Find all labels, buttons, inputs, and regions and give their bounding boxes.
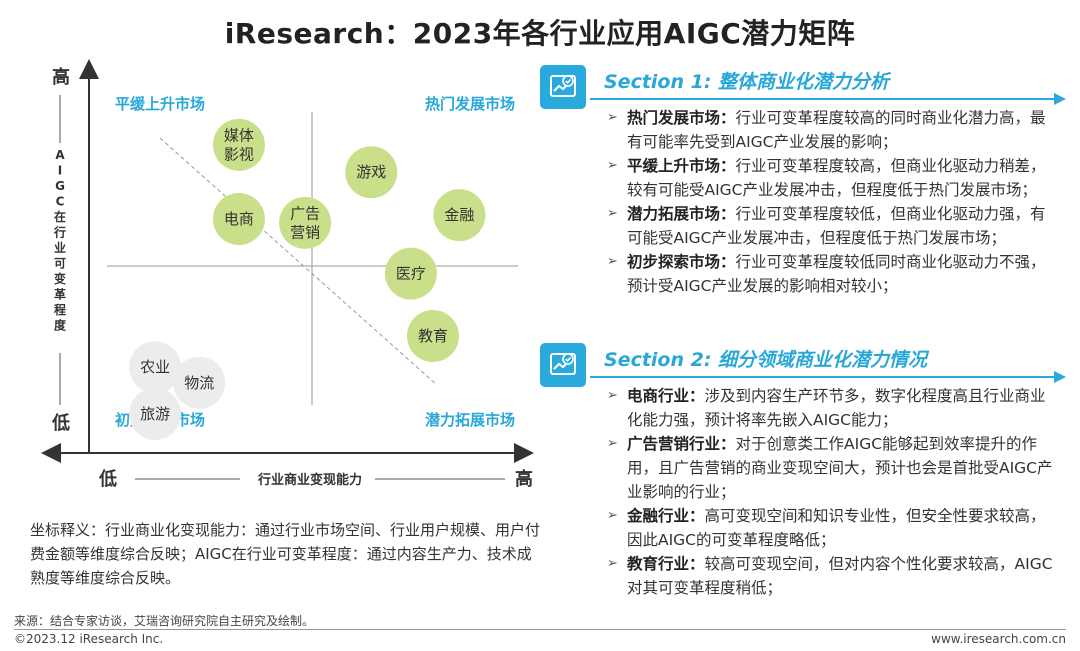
- chart-check-icon: [540, 65, 586, 109]
- page-title: iResearch：2023年各行业应用AIGC潜力矩阵: [224, 17, 856, 50]
- industry-point: 广告营销: [279, 196, 332, 249]
- list-item: ➢ 电商行业：涉及到内容生产环节多，数字化程度高且行业商业化能力强，预计将率先嵌入…: [605, 384, 1055, 432]
- industry-point: 医疗: [384, 247, 437, 300]
- triangle-right-icon: ➢: [607, 254, 618, 269]
- section2-arrow: [1054, 371, 1066, 383]
- section2-header: Section 2: 细分领域商业化潜力情况: [540, 343, 1070, 387]
- copyright-text: ©2023.12 iResearch Inc.: [14, 632, 164, 646]
- industry-point: 教育: [406, 310, 459, 362]
- industry-point: 旅游: [129, 388, 182, 440]
- triangle-right-icon: ➢: [607, 508, 618, 523]
- bullet-text: 行业可变革程度较低，但商业化驱动力强，有可能受AIGC产业发展冲击，但程度低于热…: [627, 205, 1046, 247]
- section1-title: Section 1: 整体商业化潜力分析: [604, 71, 890, 93]
- industry-label: 媒体影视: [224, 126, 254, 163]
- industry-bubble: [279, 196, 332, 249]
- website-link[interactable]: www.iresearch.com.cn: [931, 632, 1066, 646]
- source-text: 来源：结合专家访谈，艾瑞咨询研究院自主研究及绘制。: [14, 614, 315, 628]
- industry-label: 旅游: [140, 405, 170, 423]
- aigc-potential-matrix: 高 低 A I G C 在行业可变革程度 低 高 行业商业变现能力 平缓上升市场 热门发…: [41, 59, 534, 490]
- list-item: ➢ 教育行业：较高可变现空间，但对内容个性化要求较高，AIGC对其可变革程度稍低；: [605, 552, 1055, 600]
- industry-label: 教育: [418, 327, 448, 345]
- industry-label: 医疗: [396, 265, 426, 283]
- section1-rule: [590, 98, 1056, 100]
- industry-point: 电商: [212, 193, 265, 245]
- footer-divider: [14, 629, 1066, 630]
- bullet-head: 平缓上升市场：: [627, 157, 736, 175]
- industry-label: 农业: [140, 358, 170, 376]
- bullet-text: 涉及到内容生产环节多，数字化程度高且行业商业化能力强，预计将率先嵌入AIGC能力…: [627, 387, 1046, 429]
- y-axis-low-label: 低: [51, 412, 70, 434]
- section1-arrow: [1054, 93, 1066, 105]
- x-axis-title: 行业商业变现能力: [257, 472, 362, 488]
- industry-label: 广告营销: [290, 204, 320, 241]
- industry-label: 电商: [224, 210, 254, 228]
- section2-title: Section 2: 细分领域商业化潜力情况: [604, 349, 928, 371]
- list-item: ➢ 金融行业：高可变现空间和知识专业性，但安全性要求较高，因此AIGC的可变革程度…: [605, 504, 1055, 552]
- industry-label: 游戏: [356, 163, 386, 181]
- industry-point: 游戏: [345, 146, 398, 199]
- y-axis-high-label: 高: [52, 66, 70, 88]
- industry-label: 物流: [184, 374, 214, 392]
- industry-bubble: [384, 247, 437, 300]
- list-item: ➢ 热门发展市场：行业可变革程度较高的同时商业化潜力高，最有可能率先受到AIGC产…: [605, 106, 1055, 154]
- industry-point: 物流: [173, 356, 226, 409]
- bullet-text: 对于创意类工作AIGC能够起到效率提升的作用，且广告营销的商业变现空间大，预计也…: [627, 435, 1053, 501]
- industry-point: 金融: [433, 189, 486, 242]
- industry-label: 金融: [444, 206, 474, 224]
- triangle-right-icon: ➢: [607, 110, 618, 125]
- bullet-head: 潜力拓展市场：: [627, 205, 736, 223]
- triangle-right-icon: ➢: [607, 556, 618, 571]
- bullet-head: 广告营销行业：: [627, 435, 736, 453]
- triangle-right-icon: ➢: [607, 388, 618, 403]
- bullet-text: 行业可变革程度较高，但商业化驱动力稍差，较有可能受AIGC产业发展冲击，但程度低…: [627, 157, 1046, 199]
- industry-bubble: [129, 388, 182, 440]
- bullet-head: 教育行业：: [627, 555, 705, 573]
- industry-bubble: [173, 356, 226, 409]
- quadrant-label-top-right: 热门发展市场: [425, 95, 515, 113]
- list-item: ➢ 潜力拓展市场：行业可变革程度较低，但商业化驱动力强，有可能受AIGC产业发展冲…: [605, 202, 1055, 250]
- industry-point: 媒体影视: [212, 118, 265, 171]
- section1-list: ➢ 热门发展市场：行业可变革程度较高的同时商业化潜力高，最有可能率先受到AIGC产…: [605, 106, 1055, 298]
- axis-note: 坐标释义：行业商业化变现能力：通过行业市场空间、行业用户规模、用户付费金额等维度…: [30, 521, 541, 587]
- bullet-text: 较高可变现空间，但对内容个性化要求较高，AIGC对其可变革程度稍低；: [627, 555, 1053, 597]
- bullet-head: 初步探索市场：: [627, 253, 736, 271]
- bullet-text: 行业可变革程度较高的同时商业化潜力高，最有可能率先受到AIGC产业发展的影响；: [627, 109, 1046, 151]
- bullet-text: 行业可变革程度较低同时商业化驱动力不强，预计受AIGC产业发展的影响相对较小；: [627, 253, 1046, 295]
- bullet-head: 热门发展市场：: [627, 109, 736, 127]
- bullet-head: 金融行业：: [627, 507, 705, 525]
- quadrant-label-bottom-right: 潜力拓展市场: [425, 411, 515, 429]
- list-item: ➢ 初步探索市场：行业可变革程度较低同时商业化驱动力不强，预计受AIGC产业发展的…: [605, 250, 1055, 298]
- industry-point: 农业: [129, 341, 182, 394]
- quadrant-label-top-left: 平缓上升市场: [115, 95, 205, 113]
- y-axis-title: A I G C 在行业可变革程度: [53, 148, 67, 333]
- x-axis-high-label: 高: [515, 468, 533, 490]
- list-item: ➢ 广告营销行业：对于创意类工作AIGC能够起到效率提升的作用，且广告营销的商业变…: [605, 432, 1055, 504]
- diagonal-dashed-line: [159, 137, 438, 386]
- chart-check-icon: [540, 343, 586, 387]
- industry-bubble: [212, 193, 265, 245]
- triangle-right-icon: ➢: [607, 436, 618, 451]
- triangle-right-icon: ➢: [607, 206, 618, 221]
- section2-list: ➢ 电商行业：涉及到内容生产环节多，数字化程度高且行业商业化能力强，预计将率先嵌入…: [605, 384, 1055, 600]
- industry-bubble: [129, 341, 182, 394]
- triangle-right-icon: ➢: [607, 158, 618, 173]
- bullet-head: 电商行业：: [627, 387, 705, 405]
- x-axis-low-label: 低: [98, 468, 117, 490]
- list-item: ➢ 平缓上升市场：行业可变革程度较高，但商业化驱动力稍差，较有可能受AIGC产业发…: [605, 154, 1055, 202]
- y-axis-title-text: A I G C 在行业可变革程度: [53, 148, 67, 333]
- section1-header: Section 1: 整体商业化潜力分析: [540, 65, 1070, 109]
- section2-rule: [590, 376, 1056, 378]
- industry-bubble: [406, 310, 459, 362]
- industry-bubble: [433, 189, 486, 242]
- industry-bubble: [345, 146, 398, 199]
- industry-bubble: [212, 118, 265, 171]
- bullet-text: 高可变现空间和知识专业性，但安全性要求较高，因此AIGC的可变革程度略低；: [627, 507, 1046, 549]
